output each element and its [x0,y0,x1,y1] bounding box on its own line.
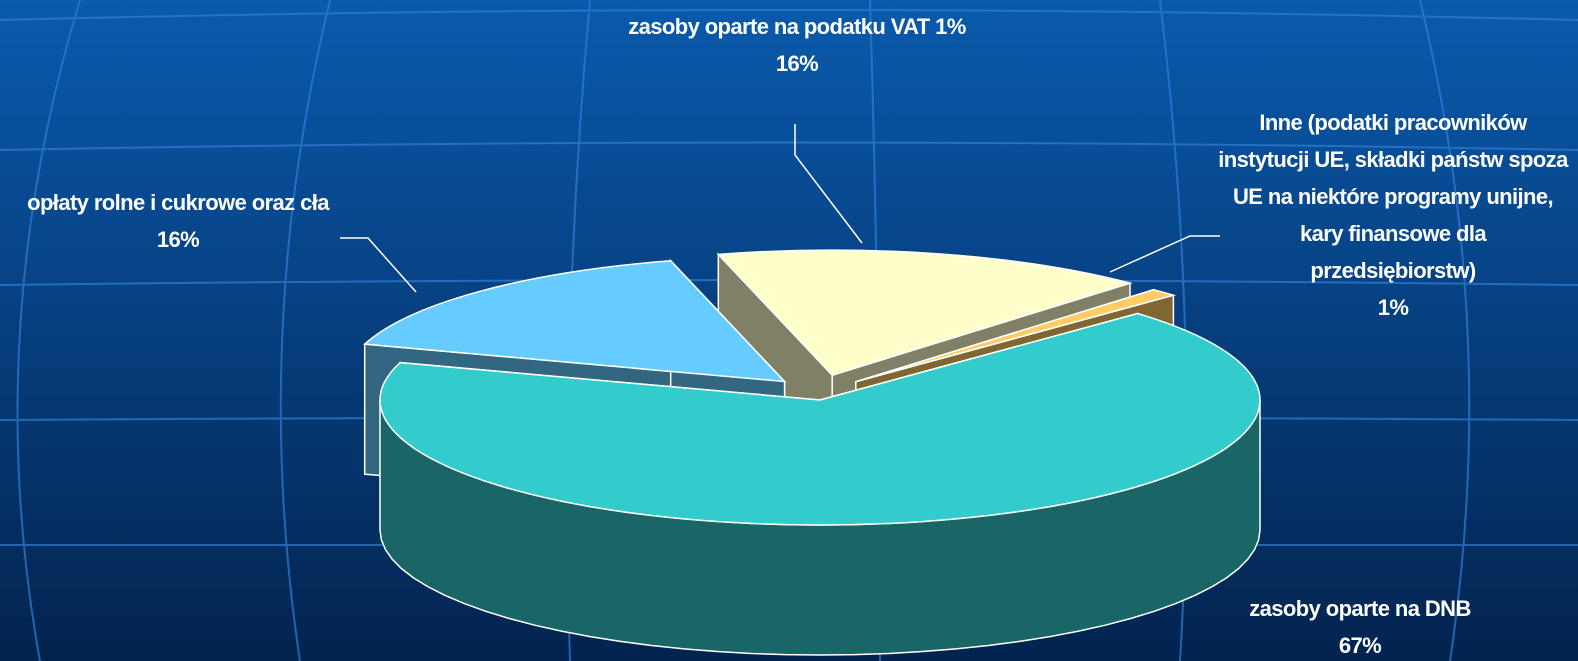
value-label: 67% [1338,633,1382,658]
pie [362,249,1261,656]
category-label: zasoby oparte na podatku VAT 1% [628,14,966,39]
slice [855,288,1177,383]
category-label: opłaty rolne i cukrowe oraz cła [27,190,329,215]
slice-label: zasoby oparte na DNB 67% [1190,590,1530,661]
value-label: 16% [775,51,819,76]
slice [379,312,1261,526]
slice [362,260,787,383]
slice-label: zasoby oparte na podatku VAT 1% 16% [627,8,967,82]
slice-label: opłaty rolne i cukrowe oraz cła 16% [8,184,348,258]
value-label: 1% [1377,295,1409,320]
value-label: 16% [156,227,200,252]
category-label: zasoby oparte na DNB [1249,596,1471,621]
leader-lines [340,124,1220,293]
slice [716,249,1133,376]
category-label: Inne (podatki pracowników instytucji UE,… [1218,110,1568,283]
slice-label: Inne (podatki pracowników instytucji UE,… [1218,104,1568,326]
